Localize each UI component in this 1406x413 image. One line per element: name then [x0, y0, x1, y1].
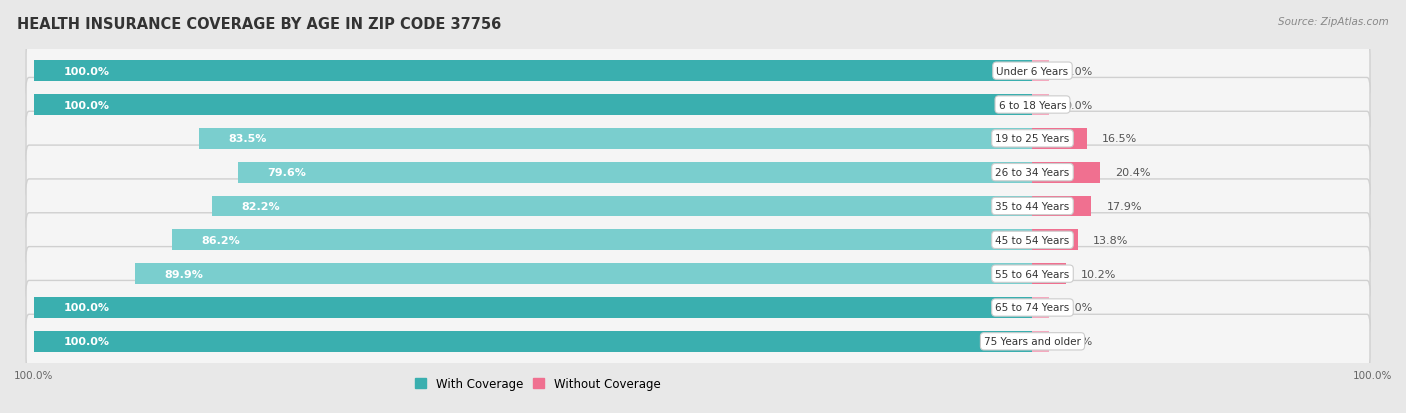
- Text: Under 6 Years: Under 6 Years: [997, 66, 1069, 76]
- FancyBboxPatch shape: [27, 281, 1369, 335]
- Text: 83.5%: 83.5%: [229, 134, 267, 144]
- Text: 13.8%: 13.8%: [1092, 235, 1129, 245]
- Text: 55 to 64 Years: 55 to 64 Years: [995, 269, 1070, 279]
- Text: 6 to 18 Years: 6 to 18 Years: [998, 100, 1066, 110]
- Bar: [135, 263, 1032, 285]
- Bar: [1032, 61, 1049, 82]
- Bar: [1032, 230, 1078, 251]
- Legend: With Coverage, Without Coverage: With Coverage, Without Coverage: [411, 373, 665, 395]
- Text: 10.2%: 10.2%: [1081, 269, 1116, 279]
- FancyBboxPatch shape: [27, 45, 1369, 98]
- Bar: [1032, 162, 1099, 183]
- Text: 82.2%: 82.2%: [242, 202, 280, 211]
- Bar: [34, 95, 1032, 116]
- Text: 17.9%: 17.9%: [1107, 202, 1142, 211]
- Bar: [34, 297, 1032, 318]
- Text: 100.0%: 100.0%: [14, 370, 53, 380]
- Bar: [1032, 297, 1049, 318]
- Text: 16.5%: 16.5%: [1102, 134, 1137, 144]
- Text: 35 to 44 Years: 35 to 44 Years: [995, 202, 1070, 211]
- Text: 0.0%: 0.0%: [1064, 303, 1092, 313]
- Text: 75 Years and older: 75 Years and older: [984, 337, 1081, 347]
- FancyBboxPatch shape: [27, 213, 1369, 267]
- Text: 89.9%: 89.9%: [165, 269, 204, 279]
- Text: 100.0%: 100.0%: [65, 66, 110, 76]
- Text: HEALTH INSURANCE COVERAGE BY AGE IN ZIP CODE 37756: HEALTH INSURANCE COVERAGE BY AGE IN ZIP …: [17, 17, 501, 31]
- Bar: [1032, 196, 1091, 217]
- Text: Source: ZipAtlas.com: Source: ZipAtlas.com: [1278, 17, 1389, 26]
- Bar: [1032, 263, 1066, 285]
- Text: 86.2%: 86.2%: [202, 235, 240, 245]
- Bar: [198, 128, 1032, 150]
- Text: 100.0%: 100.0%: [1353, 370, 1392, 380]
- Text: 0.0%: 0.0%: [1064, 337, 1092, 347]
- Bar: [1032, 331, 1049, 352]
- Bar: [34, 61, 1032, 82]
- Bar: [212, 196, 1032, 217]
- Text: 45 to 54 Years: 45 to 54 Years: [995, 235, 1070, 245]
- FancyBboxPatch shape: [27, 247, 1369, 301]
- Text: 26 to 34 Years: 26 to 34 Years: [995, 168, 1070, 178]
- Text: 100.0%: 100.0%: [65, 303, 110, 313]
- Text: 65 to 74 Years: 65 to 74 Years: [995, 303, 1070, 313]
- Bar: [238, 162, 1032, 183]
- Text: 100.0%: 100.0%: [65, 100, 110, 110]
- FancyBboxPatch shape: [27, 146, 1369, 200]
- Bar: [1032, 95, 1049, 116]
- Text: 0.0%: 0.0%: [1064, 100, 1092, 110]
- FancyBboxPatch shape: [27, 180, 1369, 233]
- Bar: [1032, 128, 1087, 150]
- FancyBboxPatch shape: [27, 78, 1369, 132]
- Text: 100.0%: 100.0%: [65, 337, 110, 347]
- Bar: [172, 230, 1032, 251]
- Bar: [34, 331, 1032, 352]
- Text: 0.0%: 0.0%: [1064, 66, 1092, 76]
- FancyBboxPatch shape: [27, 315, 1369, 368]
- Text: 19 to 25 Years: 19 to 25 Years: [995, 134, 1070, 144]
- Text: 79.6%: 79.6%: [267, 168, 307, 178]
- Text: 20.4%: 20.4%: [1115, 168, 1150, 178]
- FancyBboxPatch shape: [27, 112, 1369, 166]
